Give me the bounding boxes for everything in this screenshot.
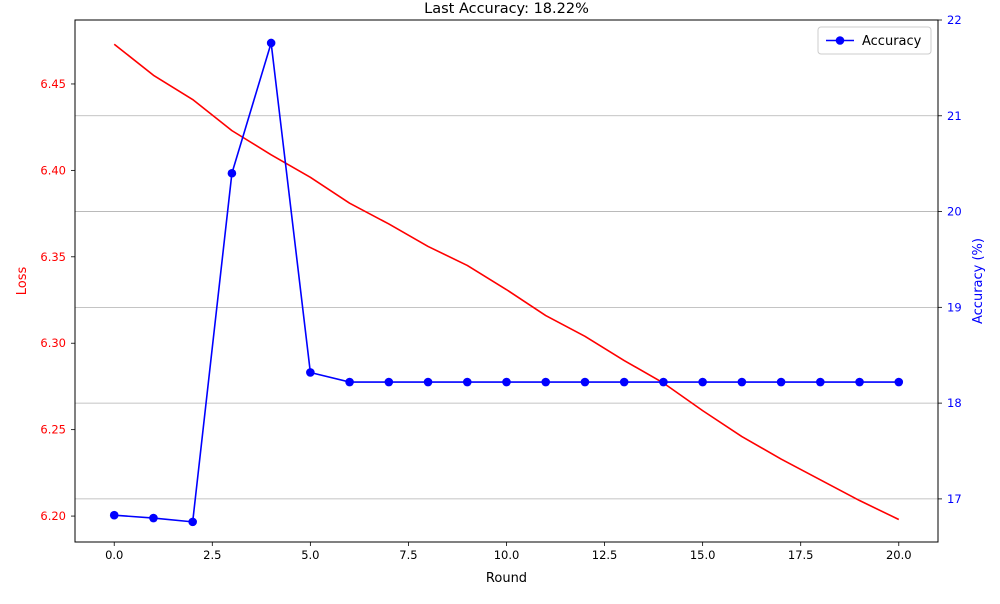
accuracy-data-point — [423, 377, 433, 387]
y-right-tick-label: 21 — [947, 109, 962, 123]
legend: Accuracy — [817, 26, 932, 55]
series-layer — [109, 38, 904, 527]
legend-label-accuracy: Accuracy — [862, 34, 922, 49]
y-left-tick-label: 6.25 — [40, 423, 66, 437]
legend-swatch-marker — [835, 36, 845, 45]
accuracy-data-point — [894, 377, 904, 387]
accuracy-data-point — [149, 513, 158, 523]
x-tick-label: 12.5 — [592, 548, 618, 562]
x-tick-label: 7.5 — [399, 548, 417, 562]
loss-series-line — [113, 43, 900, 521]
x-tick-label: 15.0 — [690, 548, 716, 562]
y-right-tick-label: 22 — [947, 13, 962, 27]
ticks-layer: 0.0 2.5 5.0 7.5 10.0 12.5 15.0 17.5 20.0 6.20 6.25… — [40, 13, 961, 562]
accuracy-data-point — [384, 377, 394, 387]
y-right-tick-label: 19 — [947, 300, 962, 314]
accuracy-data-point — [855, 377, 864, 387]
accuracy-data-point — [737, 377, 747, 387]
x-tick-label: 5.0 — [301, 548, 319, 562]
accuracy-data-point — [502, 377, 511, 387]
accuracy-data-point — [619, 377, 629, 387]
axes-layer — [74, 19, 939, 543]
y-left-tick-label: 6.45 — [40, 77, 66, 91]
chart-title: Last Accuracy: 18.22% — [424, 1, 589, 17]
accuracy-data-point — [188, 517, 197, 527]
accuracy-data-point — [698, 377, 707, 387]
x-tick-label: 0.0 — [105, 548, 123, 562]
accuracy-data-point — [580, 377, 590, 387]
accuracy-data-point — [266, 38, 276, 48]
accuracy-data-point — [659, 377, 668, 387]
plot-frame — [74, 19, 939, 543]
accuracy-data-point — [816, 377, 825, 387]
y-left-tick-label: 6.30 — [40, 336, 66, 350]
y-right-axis-label: Accuracy (%) — [971, 238, 986, 324]
grid-layer — [75, 19, 938, 500]
y-right-tick-label: 18 — [947, 396, 962, 410]
accuracy-data-point — [541, 377, 551, 387]
y-right-tick-label: 17 — [947, 492, 962, 506]
y-left-tick-label: 6.20 — [40, 509, 66, 523]
legend-box — [817, 26, 932, 55]
x-tick-label: 20.0 — [886, 548, 912, 562]
accuracy-series-line — [114, 42, 899, 523]
accuracy-data-point — [462, 377, 472, 387]
accuracy-data-point — [306, 368, 315, 377]
y-left-axis-label: Loss — [15, 267, 30, 296]
accuracy-data-point — [227, 168, 237, 178]
accuracy-data-point — [345, 377, 354, 387]
x-axis-label: Round — [486, 571, 527, 586]
accuracy-data-point — [776, 377, 786, 387]
accuracy-data-point — [109, 510, 119, 520]
x-tick-label: 17.5 — [788, 548, 814, 562]
y-right-tick-label: 20 — [947, 205, 962, 219]
y-left-tick-label: 6.40 — [40, 163, 66, 177]
y-left-tick-label: 6.35 — [40, 250, 66, 264]
x-tick-label: 10.0 — [494, 548, 520, 562]
x-tick-label: 2.5 — [203, 548, 221, 562]
